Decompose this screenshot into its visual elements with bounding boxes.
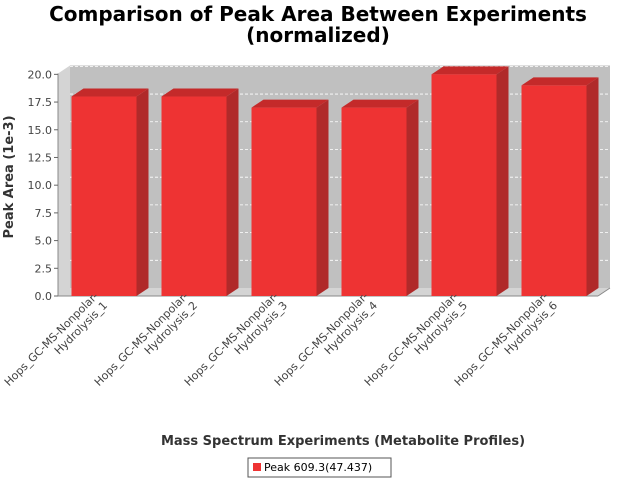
x-tick-label-group: Hops_GC-MS-Nonpolar-Hydrolysis_6 xyxy=(452,290,560,389)
y-tick-label: 7.5 xyxy=(35,207,53,220)
x-tick-label: Hops_GC-MS-Nonpolar- xyxy=(362,290,461,389)
bar-top xyxy=(161,88,239,97)
y-axis-label: Peak Area (1e-3) xyxy=(2,115,17,238)
bar-top xyxy=(71,88,149,97)
legend-swatch xyxy=(253,463,261,471)
x-tick-label: Hops_GC-MS-Nonpolar- xyxy=(182,290,281,389)
bar xyxy=(251,99,329,297)
bar-front xyxy=(341,107,407,297)
legend: Peak 609.3(47.437) xyxy=(247,457,392,478)
legend-box xyxy=(247,457,392,478)
x-tick-label: Hops_GC-MS-Nonpolar- xyxy=(2,290,101,389)
bar-side xyxy=(226,88,239,296)
x-axis-label: Mass Spectrum Experiments (Metabolite Pr… xyxy=(161,434,525,449)
y-tick-label: 20.0 xyxy=(28,68,53,81)
x-axis: Hops_GC-MS-Nonpolar-Hydrolysis_1Hops_GC-… xyxy=(2,290,560,389)
bar xyxy=(341,99,419,297)
bar xyxy=(431,66,509,296)
chart-title-line2: (normalized) xyxy=(246,23,390,47)
bar xyxy=(521,77,599,297)
y-axis: 0.0 2.5 5.0 7.5 10.0 12.5 15.0 17.5 20.0 xyxy=(28,68,58,303)
x-tick-label: Hops_GC-MS-Nonpolar- xyxy=(92,290,191,389)
gridlines xyxy=(70,65,610,261)
bar-top xyxy=(341,99,419,108)
x-tick-label: Hops_GC-MS-Nonpolar- xyxy=(452,290,551,389)
y-tick-label: 12.5 xyxy=(28,151,53,164)
bar-front xyxy=(521,85,587,297)
bar-front xyxy=(431,74,497,296)
bar-side xyxy=(496,66,509,296)
bar-side xyxy=(586,77,599,297)
y-tick-label: 5.0 xyxy=(35,235,53,248)
plot-wall xyxy=(70,65,610,289)
y-tick-label: 0.0 xyxy=(35,290,53,303)
bar-top xyxy=(251,99,329,108)
chart-title-line1: Comparison of Peak Area Between Experime… xyxy=(49,2,587,26)
bar-top xyxy=(521,77,599,86)
bars xyxy=(71,66,599,297)
y-tick-label: 10.0 xyxy=(28,179,53,192)
bar-top xyxy=(431,66,509,75)
bar-side xyxy=(136,88,149,296)
x-tick-label: Hops_GC-MS-Nonpolar- xyxy=(272,290,371,389)
bar-side xyxy=(316,99,329,297)
y-tick-label: 2.5 xyxy=(35,262,53,275)
bar xyxy=(161,88,239,296)
bar-front xyxy=(161,96,227,296)
y-tick-label: 17.5 xyxy=(28,96,53,109)
bar-side xyxy=(406,99,419,297)
plot-floor-edge xyxy=(597,287,611,297)
bar-front xyxy=(251,107,317,297)
bar xyxy=(71,88,149,296)
y-tick-label: 15.0 xyxy=(28,124,53,137)
bar-front xyxy=(71,96,137,296)
legend-entry: Peak 609.3(47.437) xyxy=(264,461,372,474)
